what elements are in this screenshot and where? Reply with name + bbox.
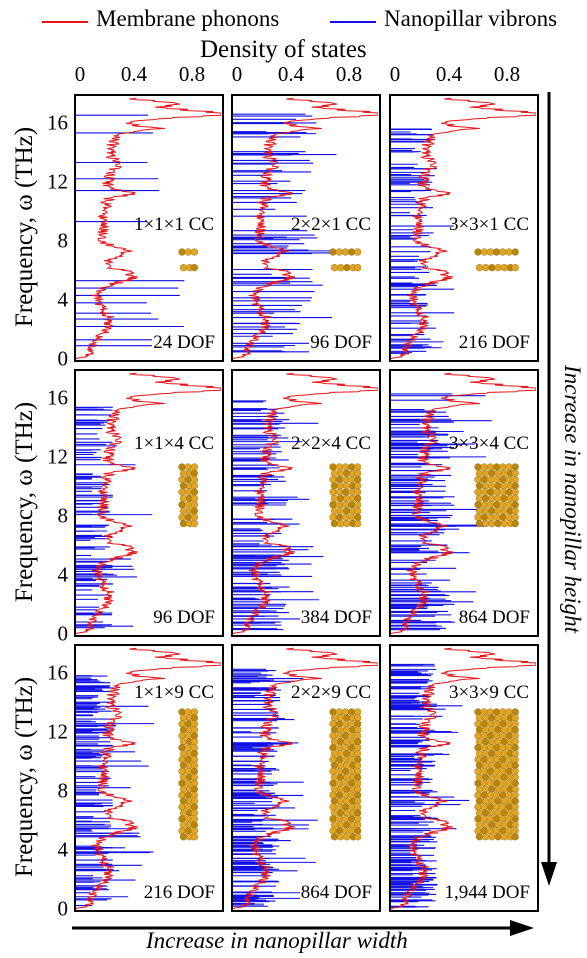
nanopillar-illustration (474, 708, 519, 841)
top-tick-label: 0.8 (179, 62, 205, 87)
dos-panel: 3×3×1 CC 216 DOF (389, 94, 539, 362)
panel-dof-label: 96 DOF (152, 607, 216, 629)
dos-panel: 2×2×4 CC 384 DOF (231, 369, 381, 637)
nanopillar-illustration (178, 708, 198, 841)
left-axis-title: Frequency, ω (THz) (11, 97, 39, 357)
dos-panel: 3×3×4 CC 864 DOF (389, 369, 539, 637)
nanopillar-illustration (178, 463, 198, 528)
left-tick-label: 4 (40, 837, 68, 862)
left-tick-label: 0 (40, 897, 68, 922)
top-axis-title: Density of states (200, 36, 367, 64)
nanopillar-illustration (474, 463, 519, 528)
left-tick-label: 12 (40, 719, 68, 744)
panel-cc-label: 1×1×1 CC (134, 214, 214, 236)
panel-cc-label: 1×1×4 CC (134, 433, 214, 455)
nanopillar-series (233, 669, 318, 906)
height-arrow-label: Increase in nanopillar height (559, 179, 585, 819)
panel-cc-label: 3×3×1 CC (449, 214, 529, 236)
left-tick-label: 8 (40, 778, 68, 803)
panel-cc-label: 2×2×1 CC (291, 214, 371, 236)
width-arrow-label: Increase in nanopillar width (146, 928, 408, 954)
left-tick-label: 0 (40, 622, 68, 647)
dos-panel: 1×1×1 CC 24 DOF (74, 94, 224, 362)
left-tick-label: 4 (40, 562, 68, 587)
dos-panel: 1×1×9 CC 216 DOF (74, 644, 224, 912)
top-tick-label: 0.8 (336, 62, 362, 87)
panel-dof-label: 216 DOF (143, 882, 216, 904)
panel-cc-label: 2×2×9 CC (291, 682, 371, 704)
nanopillar-illustration (329, 463, 362, 528)
left-tick-label: 4 (40, 287, 68, 312)
panel-dof-label: 24 DOF (152, 332, 216, 354)
nanopillar-illustration (329, 248, 362, 272)
panel-dof-label: 384 DOF (300, 607, 373, 629)
panel-dof-label: 864 DOF (300, 882, 373, 904)
dos-panel: 3×3×9 CC 1,944 DOF (389, 644, 539, 912)
left-tick-label: 8 (40, 228, 68, 253)
dos-panel: 2×2×9 CC 864 DOF (231, 644, 381, 912)
panel-cc-label: 3×3×4 CC (449, 433, 529, 455)
legend-label-membrane: Membrane phonons (96, 6, 279, 32)
dos-panel: 1×1×4 CC 96 DOF (74, 369, 224, 637)
panel-dof-label: 864 DOF (458, 607, 531, 629)
panel-dof-label: 1,944 DOF (443, 882, 531, 904)
top-tick-label: 0 (390, 62, 401, 87)
nanopillar-illustration (474, 248, 519, 272)
left-axis-title: Frequency, ω (THz) (11, 372, 39, 632)
dos-panel: 2×2×1 CC 96 DOF (231, 94, 381, 362)
nanopillar-illustration (178, 248, 198, 272)
left-tick-label: 16 (40, 110, 68, 135)
panel-dof-label: 96 DOF (309, 332, 373, 354)
panel-cc-label: 3×3×9 CC (449, 682, 529, 704)
left-tick-label: 8 (40, 503, 68, 528)
top-tick-label: 0.4 (278, 62, 304, 87)
left-tick-label: 12 (40, 169, 68, 194)
panel-cc-label: 1×1×9 CC (134, 682, 214, 704)
left-tick-label: 16 (40, 385, 68, 410)
top-tick-label: 0.8 (494, 62, 520, 87)
panel-cc-label: 2×2×4 CC (291, 433, 371, 455)
left-tick-label: 16 (40, 660, 68, 685)
dos-plot (76, 371, 221, 634)
panel-dof-label: 216 DOF (458, 332, 531, 354)
left-tick-label: 12 (40, 444, 68, 469)
nanopillar-illustration (329, 708, 362, 841)
left-axis-title: Frequency, ω (THz) (11, 647, 39, 907)
legend-label-nanopillar: Nanopillar vibrons (384, 6, 557, 32)
top-tick-label: 0 (75, 62, 86, 87)
top-tick-label: 0.4 (121, 62, 147, 87)
top-tick-label: 0 (232, 62, 243, 87)
left-tick-label: 0 (40, 347, 68, 372)
top-tick-label: 0.4 (436, 62, 462, 87)
height-arrow (537, 90, 561, 890)
